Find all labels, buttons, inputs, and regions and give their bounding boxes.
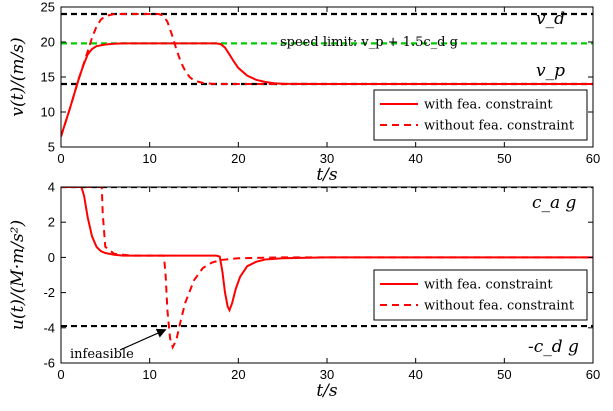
reference-line-label: speed limit: v_p + 1.5c_d g (280, 35, 458, 50)
x-tick-label: 50 (497, 367, 511, 382)
x-tick-label: 0 (57, 367, 64, 382)
y-tick-label: 25 (41, 0, 55, 15)
x-tick-label: 40 (408, 151, 422, 166)
y-tick-label: -4 (43, 320, 55, 335)
y-axis-label: u(t)/(M·m/s²) (8, 220, 28, 330)
x-tick-label: 20 (231, 151, 245, 166)
y-tick-label: 0 (48, 250, 55, 265)
legend-entry: without fea. constraint (424, 299, 575, 314)
y-tick-label: 2 (48, 215, 55, 230)
y-tick-label: -2 (43, 285, 55, 300)
y-tick-label: -6 (43, 356, 55, 371)
reference-line-label: v_p (536, 61, 565, 81)
legend-entry: with fea. constraint (424, 98, 553, 113)
x-tick-label: 30 (320, 151, 334, 166)
legend-box (373, 269, 588, 321)
series-line-with-constraint (61, 187, 593, 313)
x-tick-label: 60 (586, 151, 600, 166)
plot-content (61, 187, 593, 350)
legend-entry: without fea. constraint (424, 119, 575, 134)
reference-line-label: -c_d g (528, 337, 579, 357)
x-tick-label: 10 (142, 151, 156, 166)
reference-line-label: v_d (536, 9, 565, 29)
series-line-without-constraint (61, 13, 593, 137)
annotation-label: infeasible (70, 347, 134, 362)
series-line-without-constraint (61, 187, 593, 350)
x-tick-label: 0 (57, 151, 64, 166)
x-axis-label: t/s (316, 381, 338, 401)
x-tick-label: 10 (142, 367, 156, 382)
plot-content (61, 12, 593, 137)
y-tick-label: 15 (41, 70, 55, 85)
y-tick-label: 20 (41, 35, 55, 50)
y-tick-label: 10 (41, 105, 55, 120)
x-tick-label: 30 (320, 367, 334, 382)
legend-box (373, 89, 588, 141)
x-tick-label: 40 (408, 367, 422, 382)
y-axis-label: v(t)/(m/s) (8, 37, 28, 116)
reference-line-label: c_a g (532, 193, 577, 213)
y-tick-label: 5 (48, 140, 55, 155)
control-input-chart: 0 10 20 30 40 50 60 -6 -4 -2 0 2 4 t/s u(t)/(M·m/s²) wi… (8, 180, 600, 402)
velocity-chart: 0 10 20 30 40 50 60 5 10 15 20 25 t/s v(t)/(m/s) with … (8, 0, 600, 185)
annotation-arrow (119, 328, 167, 351)
x-tick-label: 50 (497, 151, 511, 166)
x-tick-label: 20 (231, 367, 245, 382)
y-tick-label: 4 (48, 180, 55, 195)
legend-entry: with fea. constraint (424, 278, 553, 293)
x-axis-label: t/s (316, 165, 338, 185)
x-tick-label: 60 (586, 367, 600, 382)
